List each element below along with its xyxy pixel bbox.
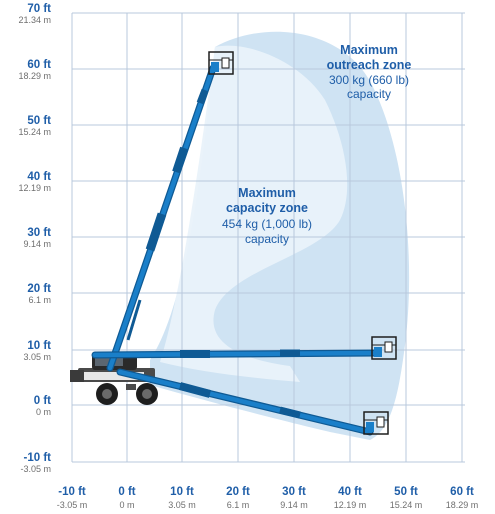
x-tick-label-m: 18.29 m — [446, 500, 479, 510]
y-tick-label-ft: 70 ft — [27, 3, 51, 15]
y-tick-label-ft: 60 ft — [27, 59, 51, 71]
x-tick-label-ft: 30 ft — [282, 486, 306, 498]
platform-horizontal — [371, 336, 397, 360]
y-tick-label-ft: 50 ft — [27, 115, 51, 127]
capacity-zone-value: 454 kg (1,000 lb) — [222, 217, 312, 231]
y-tick-label-m: 21.34 m — [18, 15, 51, 25]
platform-low — [363, 411, 389, 435]
capacity-zone-capacity: capacity — [245, 232, 289, 246]
x-tick-label-ft: 0 ft — [118, 486, 135, 498]
y-tick-label-m: 3.05 m — [23, 352, 51, 362]
y-tick-label-ft: 30 ft — [27, 227, 51, 239]
capacity-zone-title-2: capacity zone — [226, 201, 308, 215]
platform-top — [208, 51, 234, 75]
outreach-zone-value: 300 kg (660 lb) — [329, 73, 409, 87]
boom-vertical — [106, 64, 217, 372]
y-tick-label-ft: 10 ft — [27, 340, 51, 352]
x-tick-label-m: 15.24 m — [390, 500, 423, 510]
y-tick-label-m: 6.1 m — [28, 295, 51, 305]
y-tick-label-ft: 40 ft — [27, 171, 51, 183]
x-tick-label-m: -3.05 m — [57, 500, 88, 510]
x-tick-label-ft: 10 ft — [170, 486, 194, 498]
y-tick-label-ft: 0 ft — [34, 395, 51, 407]
outreach-zone-title-1: Maximum — [340, 43, 398, 57]
grid-lines — [71, 12, 465, 463]
x-tick-label-ft: -10 ft — [58, 486, 86, 498]
x-tick-label-m: 6.1 m — [227, 500, 250, 510]
outreach-zone-label: Maximum outreach zone 300 kg (660 lb) ca… — [327, 43, 412, 101]
x-tick-label-ft: 50 ft — [394, 486, 418, 498]
capacity-zone — [160, 45, 348, 383]
outreach-zone-capacity: capacity — [347, 87, 391, 101]
y-tick-label-m: 9.14 m — [23, 239, 51, 249]
boom-low — [116, 368, 374, 436]
y-tick-label-ft: 20 ft — [27, 283, 51, 295]
capacity-zone-title-1: Maximum — [238, 186, 296, 200]
x-tick-label-ft: 60 ft — [450, 486, 474, 498]
boom-horizontal — [91, 349, 382, 359]
y-tick-label-m: 12.19 m — [18, 183, 51, 193]
x-tick-label-m: 3.05 m — [168, 500, 196, 510]
y-tick-label-m: 0 m — [36, 407, 51, 417]
x-tick-label-ft: 20 ft — [226, 486, 250, 498]
capacity-zone-label: Maximum capacity zone 454 kg (1,000 lb) … — [222, 186, 312, 246]
x-axis-labels: -10 ft -3.05 m 0 ft 0 m 10 ft 3.05 m 20 ft 6.1 … — [57, 486, 479, 510]
x-tick-label-m: 0 m — [119, 500, 134, 510]
y-tick-label-ft: -10 ft — [24, 452, 52, 464]
x-tick-label-ft: 40 ft — [338, 486, 362, 498]
outreach-zone-title-2: outreach zone — [327, 58, 412, 72]
y-tick-label-m: 18.29 m — [18, 71, 51, 81]
y-tick-label-m: -3.05 m — [20, 464, 51, 474]
x-tick-label-m: 9.14 m — [280, 500, 308, 510]
x-tick-label-m: 12.19 m — [334, 500, 367, 510]
y-tick-label-m: 15.24 m — [18, 127, 51, 137]
